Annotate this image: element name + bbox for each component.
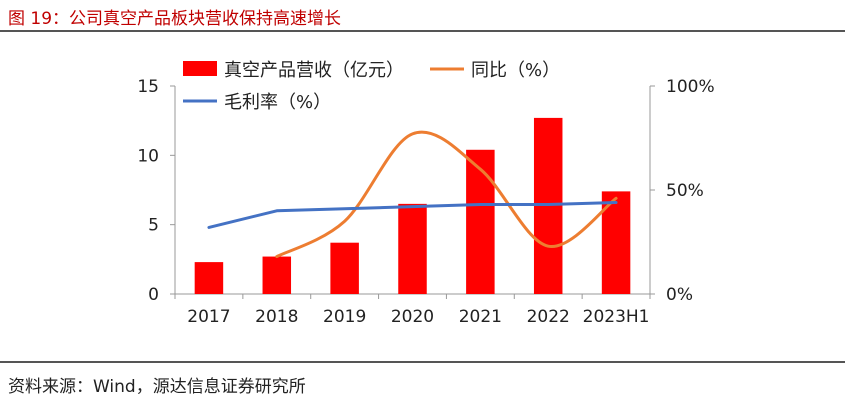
revenue-bar xyxy=(262,256,292,294)
left-tick-label: 10 xyxy=(137,146,159,166)
x-tick-label: 2020 xyxy=(391,307,434,327)
right-tick-label: 0% xyxy=(666,285,693,305)
legend-label-yoy: 同比（%） xyxy=(471,60,560,81)
source-divider xyxy=(0,361,845,363)
x-tick-label: 2021 xyxy=(459,307,502,327)
yoy-growth-line xyxy=(275,130,618,259)
left-tick-label: 0 xyxy=(148,285,159,305)
title-divider xyxy=(0,30,845,32)
x-tick-label: 2018 xyxy=(255,307,298,327)
revenue-bar xyxy=(398,203,427,294)
legend-bar-swatch xyxy=(183,61,217,76)
x-tick-label: 2019 xyxy=(323,307,366,327)
gross-margin-line xyxy=(207,200,618,229)
revenue-bar xyxy=(194,262,224,294)
tick-group: 0 5 10 15 0% 50% 100% 2017 2018 2019 2020 2021 2022 2… xyxy=(137,77,714,327)
chart-legend: 真空产品营收（亿元） 同比（%） 毛利率（%） xyxy=(183,60,560,113)
figure-title: 图 19：公司真空产品板块营收保持高速增长 xyxy=(8,9,342,29)
source-note: 资料来源：Wind，源达信息证券研究所 xyxy=(8,377,306,397)
left-tick-label: 5 xyxy=(148,216,159,236)
revenue-bar xyxy=(466,149,495,294)
right-tick-label: 50% xyxy=(666,181,704,201)
x-tick-label: 2023H1 xyxy=(583,307,650,327)
x-tick-label: 2017 xyxy=(187,307,230,327)
legend-label-margin: 毛利率（%） xyxy=(224,92,331,113)
left-tick-label: 15 xyxy=(137,77,159,97)
x-tick-label: 2022 xyxy=(527,307,570,327)
legend-label-revenue: 真空产品营收（亿元） xyxy=(224,60,404,81)
right-tick-label: 100% xyxy=(666,77,715,97)
line-series xyxy=(207,130,618,259)
revenue-bar xyxy=(330,242,359,294)
